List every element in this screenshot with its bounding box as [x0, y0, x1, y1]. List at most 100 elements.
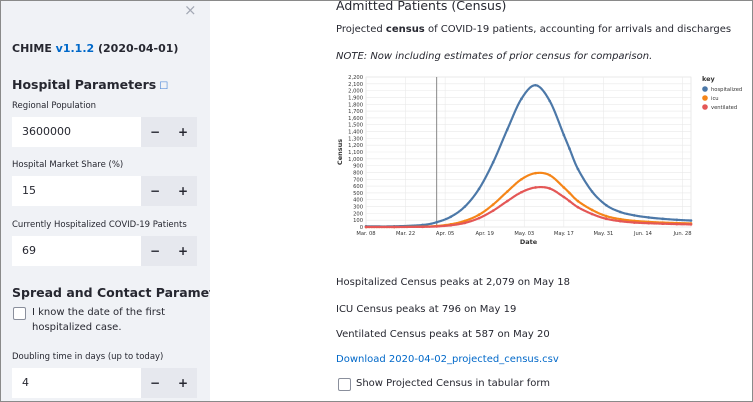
doubling-time-field[interactable]: 4 [12, 368, 141, 398]
download-csv-link[interactable]: Download 2020-04-02_projected_census.csv [336, 354, 559, 365]
data-point-icu [590, 208, 594, 212]
data-point-ventilated [463, 221, 467, 225]
currently-hospitalized-increment-button[interactable]: + [169, 236, 197, 266]
x-tick-label: Apr. 05 [436, 231, 454, 237]
x-tick-label: May. 17 [554, 231, 574, 237]
x-tick-label: Mar. 22 [396, 231, 415, 237]
data-point-ventilated [392, 225, 396, 229]
y-tick-label: 400 [353, 198, 363, 204]
y-tick-label: 1,300 [348, 136, 363, 142]
y-tick-label: 700 [353, 177, 363, 183]
legend-symbol-ventilated [702, 104, 708, 110]
y-tick-label: 0 [360, 225, 363, 231]
y-tick-label: 1,600 [348, 116, 363, 122]
data-point-ventilated [562, 195, 566, 199]
data-point-icu [548, 173, 551, 177]
data-point-ventilated [449, 223, 453, 227]
data-point-ventilated [520, 190, 523, 194]
doubling-time-input: 4 − + [12, 368, 197, 398]
first-case-date-label-line-2: hospitalized case. [32, 322, 122, 333]
hospital-parameters-title: Hospital Parameters [12, 77, 157, 92]
legend-label-ventilated: ventilated [711, 105, 737, 111]
x-tick-label: Apr. 19 [475, 231, 493, 237]
icu-peak-text: ICU Census peaks at 796 on May 19 [336, 304, 517, 315]
currently-hospitalized-input: 69 − + [12, 236, 197, 266]
data-point-hospitalized [590, 190, 594, 193]
doubling-time-increment-button[interactable]: + [169, 368, 197, 398]
data-point-ventilated [576, 205, 580, 209]
market-share-field[interactable]: 15 [12, 176, 141, 206]
data-point-hospitalized [661, 217, 665, 221]
census-chart: 01002003004005006007008009001,0001,1001,… [336, 75, 742, 246]
hospitalized-peak-text: Hospitalized Census peaks at 2,079 on Ma… [336, 277, 570, 288]
regional-population-field[interactable]: 3600000 [12, 117, 141, 147]
data-point-icu [477, 213, 481, 217]
data-point-ventilated [364, 225, 368, 229]
data-point-hospitalized [506, 128, 509, 131]
data-point-hospitalized [675, 218, 679, 222]
tabular-form-label: Show Projected Census in tabular form [356, 378, 551, 389]
y-tick-label: 1,000 [348, 157, 363, 163]
data-point-ventilated [619, 219, 622, 223]
currently-hospitalized-decrement-button[interactable]: − [141, 236, 169, 266]
data-point-ventilated [647, 221, 650, 225]
x-axis-title: Date [520, 238, 538, 246]
regional-population-increment-button[interactable]: + [169, 117, 197, 147]
regional-population-label: Regional Population [12, 101, 97, 111]
market-share-decrement-button[interactable]: − [141, 176, 169, 206]
currently-hospitalized-field[interactable]: 69 [12, 236, 141, 266]
doubling-time-decrement-button[interactable]: − [141, 368, 169, 398]
data-point-icu [576, 199, 580, 203]
section-title: Admitted Patients (Census) [336, 0, 507, 13]
first-case-date-checkbox-label: I know the date of the first hospitalize… [32, 305, 165, 335]
hospital-parameters-header: Hospital Parameters ☐ [12, 77, 168, 92]
data-point-hospitalized [449, 215, 453, 219]
spread-contact-title: Spread and Contact Parameters [12, 285, 238, 300]
data-point-hospitalized [576, 167, 580, 171]
data-point-ventilated [548, 187, 551, 190]
data-point-icu [491, 203, 495, 206]
data-point-ventilated [633, 221, 636, 224]
regional-population-decrement-button[interactable]: − [141, 117, 169, 147]
app-date: (2020-04-01) [94, 42, 179, 55]
y-tick-label: 1,200 [348, 143, 363, 149]
data-point-ventilated [675, 222, 679, 226]
data-point-hospitalized [633, 214, 636, 217]
data-point-ventilated [689, 223, 693, 226]
x-tick-label: Mar. 08 [356, 231, 375, 237]
y-tick-label: 200 [353, 211, 363, 217]
data-point-hospitalized [491, 160, 495, 164]
data-point-hospitalized [477, 187, 481, 191]
legend-label-hospitalized: hospitalized [711, 87, 742, 93]
legend-title: key [702, 75, 716, 83]
legend-symbol-hospitalized [702, 86, 708, 92]
data-point-ventilated [506, 199, 509, 203]
data-point-ventilated [491, 209, 495, 212]
y-tick-label: 1,900 [348, 95, 363, 101]
x-tick-label: May. 03 [514, 231, 534, 237]
main-content: Admitted Patients (Census) Projected cen… [210, 1, 752, 401]
info-icon[interactable]: ☐ [159, 81, 169, 92]
tabular-form-checkbox[interactable] [338, 378, 351, 391]
market-share-label: Hospital Market Share (%) [12, 160, 124, 170]
y-tick-label: 2,100 [348, 82, 363, 88]
y-tick-label: 900 [353, 164, 363, 170]
version-link[interactable]: v1.1.2 [55, 42, 95, 55]
app-name: CHIME [12, 42, 56, 55]
data-point-hospitalized [562, 133, 566, 137]
census-description: Projected census of COVID-19 patients, a… [336, 24, 731, 35]
data-point-hospitalized [604, 203, 608, 207]
close-sidebar-icon[interactable]: × [184, 1, 197, 19]
app-title: CHIME v1.1.2 (2020-04-01) [12, 42, 178, 55]
prior-census-note: NOTE: Now including estimates of prior c… [336, 51, 653, 62]
data-point-icu [619, 217, 622, 221]
census-description-pre: Projected [336, 24, 386, 35]
data-point-hospitalized [548, 99, 551, 103]
y-tick-label: 2,200 [348, 75, 363, 81]
data-point-ventilated [435, 225, 438, 228]
currently-hospitalized-label: Currently Hospitalized COVID-19 Patients [12, 220, 187, 230]
data-point-hospitalized [435, 220, 438, 224]
market-share-increment-button[interactable]: + [169, 176, 197, 206]
first-case-date-checkbox[interactable] [13, 307, 26, 320]
y-tick-label: 300 [353, 205, 363, 211]
